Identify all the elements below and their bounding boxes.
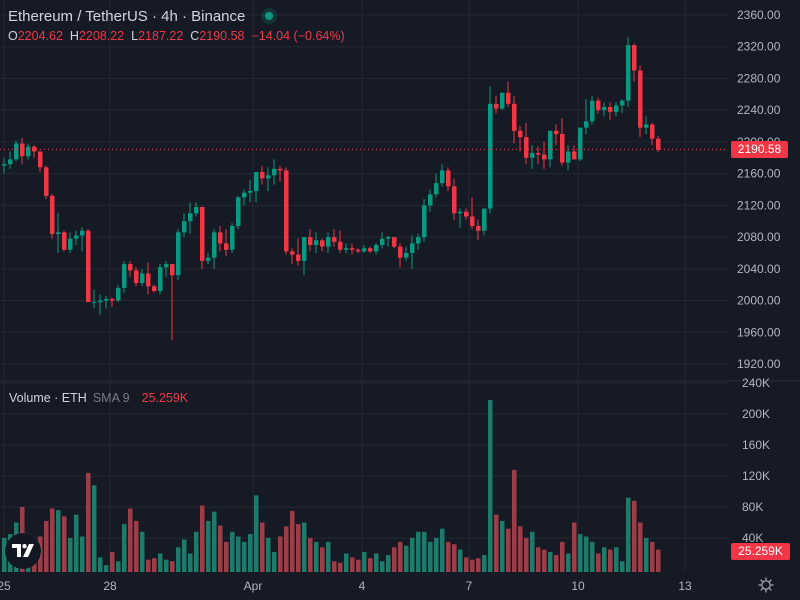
svg-text:7: 7 bbox=[466, 579, 473, 593]
svg-text:120K: 120K bbox=[742, 469, 770, 483]
open-label: O bbox=[8, 29, 18, 43]
candles bbox=[2, 37, 661, 341]
volume-sma-label: SMA 9 bbox=[92, 391, 130, 405]
svg-text:1960.00: 1960.00 bbox=[737, 325, 781, 339]
svg-text:2320.00: 2320.00 bbox=[737, 40, 781, 54]
svg-text:240K: 240K bbox=[742, 376, 770, 390]
svg-text:160K: 160K bbox=[742, 438, 770, 452]
svg-text:13: 13 bbox=[678, 579, 692, 593]
volume-indicator-name: Volume · ETH bbox=[9, 391, 87, 405]
gear-icon[interactable] bbox=[758, 577, 774, 593]
svg-text:2360.00: 2360.00 bbox=[737, 8, 781, 22]
high-value: 2208.22 bbox=[78, 29, 125, 43]
open-value: 2204.62 bbox=[17, 29, 63, 43]
low-value: 2187.22 bbox=[138, 29, 184, 43]
svg-text:4: 4 bbox=[359, 579, 366, 593]
market-status-icon[interactable] bbox=[265, 12, 274, 20]
volume-value: 25.259K bbox=[141, 391, 189, 405]
svg-text:25: 25 bbox=[0, 579, 11, 593]
svg-text:2280.00: 2280.00 bbox=[737, 71, 781, 85]
current-price-badge: 2190.58 bbox=[731, 141, 788, 158]
svg-text:2040.00: 2040.00 bbox=[737, 262, 781, 276]
close-label: C bbox=[190, 29, 200, 43]
svg-text:10: 10 bbox=[571, 579, 585, 593]
svg-text:2080.00: 2080.00 bbox=[737, 230, 781, 244]
tradingview-logo-icon[interactable] bbox=[5, 533, 41, 569]
symbol-title[interactable]: Ethereum / TetherUS · 4h · Binance bbox=[8, 7, 246, 25]
svg-text:2240.00: 2240.00 bbox=[737, 103, 781, 117]
ohlc-values: O2204.62 H2208.22 L2187.22 C2190.58 −14.… bbox=[8, 29, 345, 43]
low-label: L bbox=[131, 29, 139, 43]
change-value: −14.04 (−0.64%) bbox=[251, 29, 345, 43]
high-label: H bbox=[69, 29, 79, 43]
current-volume-badge: 25.259K bbox=[731, 543, 790, 560]
svg-text:2160.00: 2160.00 bbox=[737, 167, 781, 181]
svg-text:Apr: Apr bbox=[244, 579, 263, 593]
svg-text:80K: 80K bbox=[742, 500, 763, 514]
symbol-legend: Ethereum / TetherUS · 4h · Binance O2204… bbox=[8, 6, 345, 44]
svg-text:40K: 40K bbox=[742, 531, 763, 545]
grid-lines bbox=[0, 0, 728, 572]
time-axis[interactable]: 25 28 Apr 4 7 10 13 bbox=[0, 579, 692, 593]
svg-text:1920.00: 1920.00 bbox=[737, 357, 781, 371]
svg-text:200K: 200K bbox=[742, 407, 770, 421]
svg-text:28: 28 bbox=[103, 579, 117, 593]
svg-text:2120.00: 2120.00 bbox=[737, 198, 781, 212]
close-value: 2190.58 bbox=[199, 29, 245, 43]
volume-legend[interactable]: Volume · ETH SMA 9 25.259K bbox=[9, 391, 188, 405]
svg-text:2000.00: 2000.00 bbox=[737, 294, 781, 308]
volume-axis[interactable]: 200K 160K 120K 80K 40K 240K bbox=[742, 376, 770, 545]
